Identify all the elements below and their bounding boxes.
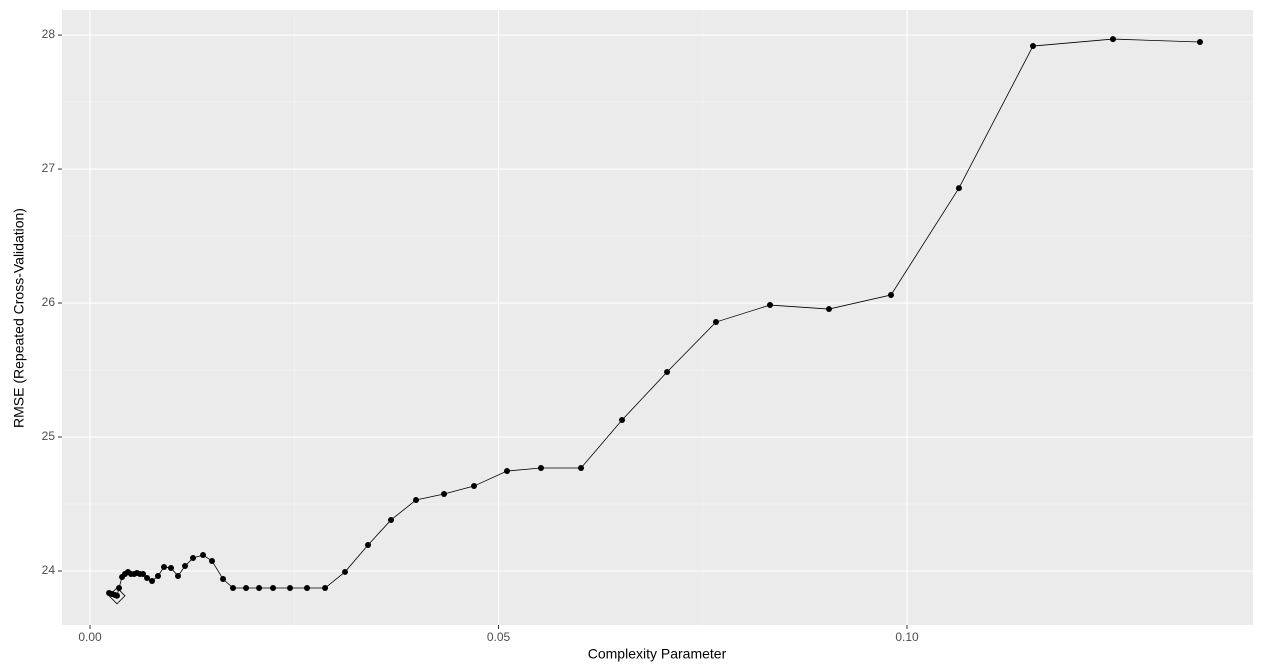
point bbox=[712, 319, 719, 326]
y-tick-label: 26 bbox=[42, 295, 56, 309]
point bbox=[149, 578, 156, 585]
point bbox=[471, 483, 478, 490]
point bbox=[955, 185, 962, 192]
y-tick-label: 28 bbox=[42, 27, 56, 41]
point bbox=[113, 592, 120, 599]
point bbox=[144, 574, 151, 581]
point bbox=[200, 552, 207, 559]
point bbox=[619, 417, 626, 423]
x-tick-label: 0.00 bbox=[78, 630, 102, 644]
plot-panel bbox=[62, 10, 1253, 625]
point bbox=[175, 572, 182, 579]
x-tick-label: 0.10 bbox=[895, 630, 919, 644]
point bbox=[825, 306, 832, 313]
point bbox=[220, 576, 227, 583]
y-tick-label: 25 bbox=[42, 429, 56, 443]
point bbox=[256, 585, 263, 592]
point bbox=[387, 516, 394, 523]
point bbox=[229, 585, 236, 592]
point bbox=[167, 565, 174, 572]
x-axis-title: Complexity Parameter bbox=[588, 646, 727, 662]
point bbox=[182, 563, 189, 570]
point bbox=[412, 496, 419, 503]
point bbox=[1029, 43, 1036, 50]
point bbox=[287, 585, 294, 592]
y-tick-label: 24 bbox=[42, 563, 56, 577]
point bbox=[441, 490, 448, 497]
y-tick-label: 27 bbox=[42, 161, 56, 175]
point bbox=[208, 557, 215, 564]
point bbox=[304, 585, 311, 592]
best-point-marker bbox=[108, 587, 126, 605]
point bbox=[578, 464, 585, 471]
point bbox=[190, 555, 197, 562]
point bbox=[154, 572, 161, 579]
point bbox=[322, 585, 329, 592]
x-tick-label: 0.05 bbox=[487, 630, 511, 644]
point bbox=[161, 563, 168, 570]
point bbox=[887, 291, 894, 298]
point bbox=[504, 468, 511, 475]
point bbox=[664, 369, 671, 376]
point bbox=[1109, 36, 1116, 43]
point bbox=[243, 585, 250, 592]
point bbox=[140, 570, 147, 577]
point bbox=[116, 585, 123, 592]
point bbox=[1196, 39, 1203, 46]
point bbox=[766, 302, 773, 309]
point bbox=[537, 464, 544, 471]
y-axis-title: RMSE (Repeated Cross-Validation) bbox=[11, 208, 27, 428]
point bbox=[365, 542, 372, 549]
point bbox=[270, 585, 277, 592]
point bbox=[342, 568, 349, 575]
